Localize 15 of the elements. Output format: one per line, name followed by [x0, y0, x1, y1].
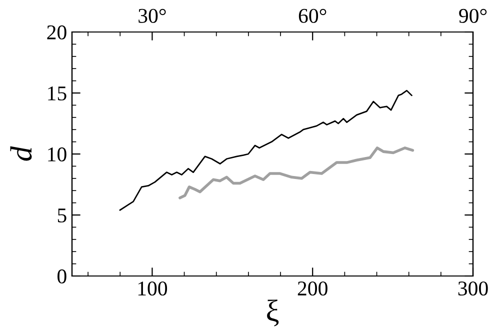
x-axis-title: ξ [267, 300, 279, 326]
x2-tick-label: 90° [459, 8, 487, 23]
x-tick-label: 200 [298, 281, 328, 296]
x2-tick-label: 30° [138, 8, 166, 23]
y-tick-label: 15 [48, 86, 66, 100]
y-tick-label: 0 [58, 269, 66, 284]
y-axis-title: d [10, 146, 32, 161]
line-series [178, 146, 414, 200]
line-series [119, 90, 412, 211]
x-tick-label: 300 [458, 281, 488, 296]
y-tick-label: 5 [58, 208, 66, 222]
y-tick-label: 20 [47, 25, 66, 40]
y-tick-label: 10 [48, 147, 66, 162]
x2-tick-label: 60° [298, 8, 326, 23]
x-tick-label: 100 [138, 281, 168, 296]
